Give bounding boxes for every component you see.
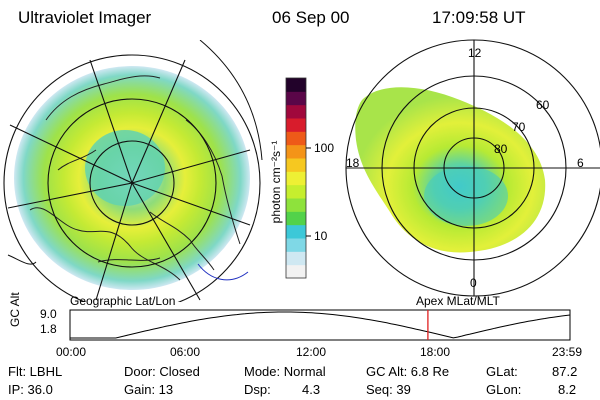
dsp-value: 4.3 [302, 382, 321, 397]
glon-value: 8.2 [558, 382, 577, 397]
magnetic-image [345, 39, 600, 297]
colorbar-segment [286, 198, 306, 212]
gc-alt-info: GC Alt: 6.8 Re [366, 364, 450, 379]
dsp-label: Dsp: [244, 382, 271, 397]
gain-info: Gain: 13 [124, 382, 174, 397]
colorbar-segment [286, 118, 306, 132]
mlat-label-80: 80 [494, 142, 508, 156]
colorbar-segment [286, 158, 306, 172]
time-tick-06: 06:00 [170, 345, 201, 359]
time-tick-18: 18:00 [420, 345, 451, 359]
colorbar-segment [286, 184, 306, 199]
mlat-label-70: 70 [512, 120, 526, 134]
colorbar-segment [286, 251, 306, 266]
mlt-label-18: 18 [346, 156, 360, 170]
colorbar-segment [286, 131, 306, 146]
latitude-circle [89, 140, 175, 226]
colorbar-unit-label: photon cm⁻²s⁻¹ [269, 140, 283, 224]
mode-info: Mode: Normal [244, 364, 326, 379]
altitude-plot-frame [69, 309, 571, 341]
geographic-label: Geographic Lat/Lon [70, 294, 176, 308]
alt-tick-low: 1.8 [40, 322, 57, 336]
apex-label: Apex MLat/MLT [416, 294, 500, 308]
mlt-label-6: 6 [577, 156, 584, 170]
colorbar-segment [286, 104, 306, 119]
app-title: Ultraviolet Imager [18, 8, 152, 27]
glat-label: GLat: [486, 364, 518, 379]
altitude-curve [70, 311, 571, 339]
colorbar-tick-10: 10 [314, 229, 328, 243]
ip-info: IP: 36.0 [8, 382, 53, 397]
door-info: Door: Closed [124, 364, 200, 379]
latitude-circle [47, 98, 217, 268]
colorbar-segment [286, 211, 306, 226]
latitude-circle [3, 54, 261, 302]
geographic-image [3, 40, 263, 302]
colorbar-tick-100: 100 [314, 141, 335, 155]
altitude-plot [69, 309, 571, 341]
date-display: 06 Sep 00 [272, 8, 350, 27]
mlat-label-60: 60 [536, 98, 550, 112]
time-tick-2359: 23:59 [552, 345, 583, 359]
gc-alt-axis-title: GC Alt [8, 292, 22, 327]
colorbar-segment [286, 238, 306, 252]
time-tick-00: 00:00 [56, 345, 87, 359]
colorbar-segment [286, 91, 306, 106]
colorbar-segment [286, 144, 306, 159]
meridian-lines [7, 59, 251, 301]
coastline-outline [29, 75, 241, 281]
time-tick-12: 12:00 [296, 345, 327, 359]
colorbar [286, 78, 306, 279]
colorbar-segment [286, 78, 306, 92]
glat-value: 87.2 [552, 364, 578, 379]
seq-info: Seq: 39 [366, 382, 411, 397]
time-display: 17:09:58 UT [432, 8, 526, 27]
colorbar-segment [286, 224, 306, 239]
alt-tick-high: 9.0 [40, 307, 57, 321]
colorbar-segment [286, 171, 306, 186]
colorbar-segment [286, 264, 306, 279]
filter-info: Flt: LBHL [8, 364, 63, 379]
mlt-label-12: 12 [468, 46, 482, 60]
mlt-label-0: 0 [470, 276, 477, 290]
glon-label: GLon: [486, 382, 522, 397]
